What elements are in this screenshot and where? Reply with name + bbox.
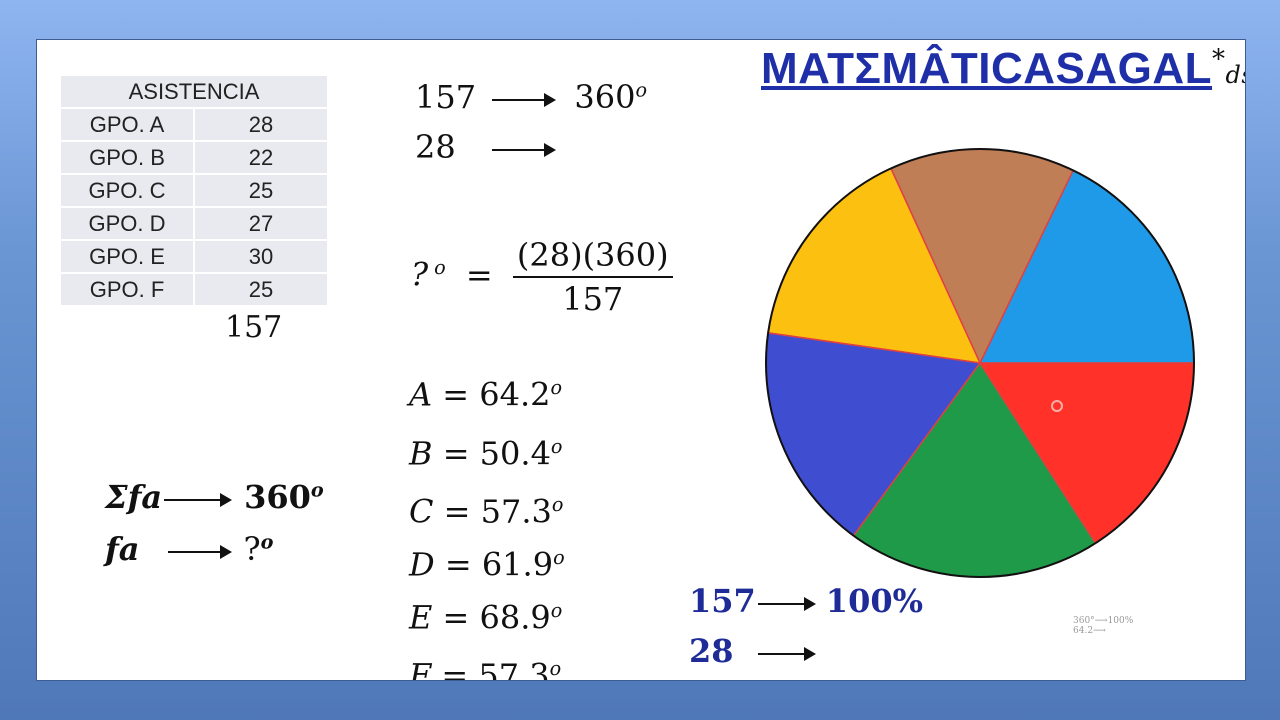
slide: MATΣMÂTICASAGAL*dsu ASISTENCIA GPO. A28 … xyxy=(36,39,1246,681)
brand-logo: MATΣMÂTICASAGAL*dsu xyxy=(761,44,1245,94)
equals-sign: = xyxy=(465,255,493,294)
general-right-2: ? xyxy=(243,530,261,568)
fraction: (28)(360) 157 xyxy=(512,236,673,318)
result-item: E = 68.9o xyxy=(409,598,563,637)
percent-line-1: 157 100% xyxy=(689,582,923,620)
percent-left-1: 157 xyxy=(689,582,756,620)
pie-slices xyxy=(765,148,1195,578)
group-cell: GPO. B xyxy=(61,142,193,173)
result-item: F = 57.3o xyxy=(409,646,565,681)
arrow-icon xyxy=(491,142,556,157)
degree-mark: o xyxy=(550,434,563,458)
degree-mark: o xyxy=(260,530,274,554)
degree-mark: o xyxy=(549,657,562,681)
table-row: GPO. A 28 xyxy=(61,109,327,140)
result-item: C = 57.3o xyxy=(409,492,564,531)
general-left-1: Σfa xyxy=(105,478,163,516)
arrow-icon xyxy=(492,92,557,107)
cursor-marker-icon xyxy=(1051,400,1063,412)
fraction-numerator: (28)(360) xyxy=(512,236,673,278)
table-row: GPO. B 22 xyxy=(61,142,327,173)
group-cell: GPO. C xyxy=(61,175,193,206)
table-row: GPO. E 30 xyxy=(61,241,327,272)
group-cell: GPO. E xyxy=(61,241,193,272)
general-line-2: fa ?o xyxy=(105,530,273,568)
result-value: 57.3 xyxy=(480,492,552,531)
arrow-icon xyxy=(164,492,233,507)
faint-note: 360°⟶100% 64.2⟶ xyxy=(1073,616,1133,636)
group-cell: GPO. A xyxy=(61,109,193,140)
group-cell: GPO. D xyxy=(61,208,193,239)
degree-mark: o xyxy=(550,598,563,622)
rule-left-1: 157 xyxy=(415,78,477,116)
result-item: A = 64.2o xyxy=(409,375,563,414)
value-cell: 30 xyxy=(195,241,327,272)
formula-lhs: ? xyxy=(411,255,429,294)
result-value: 50.4 xyxy=(479,434,551,473)
value-cell: 25 xyxy=(195,175,327,206)
arrow-icon xyxy=(757,596,816,611)
arrow-icon xyxy=(167,544,232,559)
result-label: B xyxy=(409,434,433,473)
result-label: A xyxy=(409,375,433,414)
table-header-row: ASISTENCIA xyxy=(61,76,327,107)
table-row: GPO. F 25 xyxy=(61,274,327,305)
result-label: C xyxy=(409,492,434,531)
general-line-1: Σfa 360o xyxy=(105,478,324,516)
formula: ? o = (28)(360) 157 xyxy=(411,236,673,318)
pie-outline xyxy=(765,148,1195,578)
degree-mark: o xyxy=(434,255,446,279)
result-value: 64.2 xyxy=(479,375,551,414)
value-cell: 25 xyxy=(195,274,327,305)
general-right-1: 360 xyxy=(244,478,311,516)
degree-mark: o xyxy=(310,478,324,502)
degree-mark: o xyxy=(635,78,648,102)
faint-note-line: 64.2⟶ xyxy=(1073,626,1106,636)
result-label: F xyxy=(409,656,432,681)
pie-chart xyxy=(765,148,1195,578)
general-left-2: fa xyxy=(105,530,140,568)
rule-left-2: 28 xyxy=(415,128,456,166)
logo-tag: dsu xyxy=(1225,61,1245,89)
table-total: 157 xyxy=(225,310,283,345)
table-row: GPO. D 27 xyxy=(61,208,327,239)
arrow-icon xyxy=(757,646,816,661)
fraction-denominator: 157 xyxy=(562,280,624,318)
percent-left-2: 28 xyxy=(689,632,734,670)
logo-text: MATΣMÂTICASAGAL xyxy=(761,44,1213,93)
value-cell: 22 xyxy=(195,142,327,173)
percent-line-2: 28 xyxy=(689,632,816,670)
value-cell: 27 xyxy=(195,208,327,239)
attendance-table: ASISTENCIA GPO. A 28 GPO. B 22 GPO. C 25 GP… xyxy=(59,74,329,307)
rule-line-1: 157 360o xyxy=(415,78,647,116)
logo-star: * xyxy=(1212,44,1226,75)
results-list: A = 64.2o B = 50.4o C = 57.3o D = 61.9o … xyxy=(409,365,565,681)
group-cell: GPO. F xyxy=(61,274,193,305)
result-value: 68.9 xyxy=(479,598,551,637)
table-row: GPO. C 25 xyxy=(61,175,327,206)
degree-mark: o xyxy=(553,545,565,569)
table-header: ASISTENCIA xyxy=(61,76,327,107)
result-value: 61.9 xyxy=(481,545,554,584)
result-value: 57.3 xyxy=(478,656,550,681)
result-label: D xyxy=(409,545,435,584)
rule-line-2: 28 xyxy=(415,128,556,166)
value-cell: 28 xyxy=(195,109,327,140)
faint-note-line: 360°⟶100% xyxy=(1073,616,1134,626)
percent-right-1: 100% xyxy=(825,582,923,620)
degree-mark: o xyxy=(551,493,564,517)
result-label: E xyxy=(409,598,433,637)
rule-right-1: 360 xyxy=(574,78,636,116)
result-item: D = 61.9o xyxy=(409,545,565,584)
result-item: B = 50.4o xyxy=(409,434,563,473)
degree-mark: o xyxy=(550,376,563,399)
